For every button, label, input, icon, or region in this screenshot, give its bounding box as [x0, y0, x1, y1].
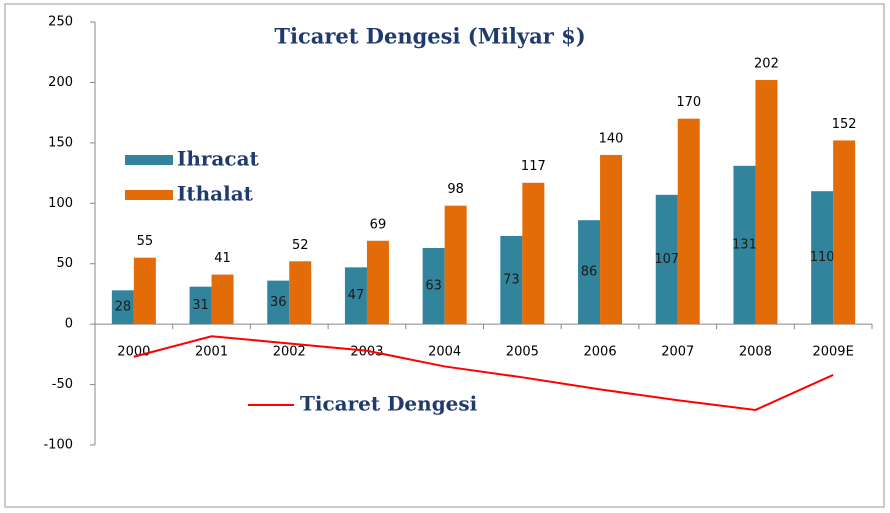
data-label: 52 — [292, 238, 309, 253]
bar — [755, 80, 778, 325]
chart-title: Ticaret Dengesi (Milyar $) — [274, 24, 585, 49]
data-label: 31 — [192, 298, 209, 313]
bar — [344, 267, 367, 325]
bar — [600, 154, 623, 325]
x-tick-label: 2007 — [661, 345, 694, 360]
bar — [189, 286, 212, 325]
legend-label: Ihracat — [177, 147, 260, 171]
y-tick-label: 250 — [48, 15, 73, 30]
data-label: 63 — [425, 279, 442, 294]
data-label: 86 — [581, 265, 598, 280]
legend-swatch — [125, 190, 173, 200]
bar — [133, 257, 156, 325]
bar — [444, 205, 467, 325]
bar — [811, 191, 834, 325]
line — [133, 335, 834, 411]
y-tick-label: 50 — [56, 256, 73, 271]
x-tick-label: 2001 — [195, 345, 228, 360]
bar — [500, 235, 523, 325]
x-tick-label: 2004 — [428, 345, 461, 360]
y-tick-label: 0 — [65, 317, 73, 332]
y-tick-label: 200 — [48, 75, 73, 90]
bar — [733, 165, 756, 325]
bar — [366, 240, 389, 325]
data-label: 69 — [370, 217, 387, 232]
x-tick-label: 2002 — [273, 345, 306, 360]
data-label: 152 — [832, 117, 857, 132]
bar — [833, 140, 856, 325]
legend-swatch — [125, 155, 173, 165]
legend-label: Ticaret Dengesi — [300, 392, 478, 416]
y-tick-label: -50 — [52, 377, 73, 392]
bar — [578, 220, 601, 325]
data-label: 55 — [137, 234, 154, 249]
bar — [677, 118, 700, 325]
data-label: 73 — [503, 273, 520, 288]
data-label: 170 — [676, 95, 701, 110]
bar — [522, 182, 545, 325]
data-label: 107 — [654, 252, 679, 267]
data-label: 41 — [214, 251, 231, 266]
bar — [111, 290, 134, 325]
data-label: 36 — [270, 295, 287, 310]
data-label: 202 — [754, 57, 779, 72]
data-label: 28 — [115, 300, 132, 315]
x-tick-label: 2009E — [812, 345, 853, 360]
bar — [211, 274, 234, 325]
x-tick-label: 2008 — [739, 345, 772, 360]
bar — [422, 248, 445, 325]
data-label: 117 — [521, 159, 546, 174]
legend-label: Ithalat — [177, 182, 254, 206]
data-label: 98 — [447, 182, 464, 197]
bar — [267, 280, 290, 325]
y-tick-label: 150 — [48, 135, 73, 150]
data-label: 110 — [810, 250, 835, 265]
x-tick-label: 2003 — [350, 345, 383, 360]
y-tick-label: -100 — [43, 438, 73, 453]
bar — [289, 261, 312, 325]
x-tick-label: 2006 — [584, 345, 617, 360]
data-label: 140 — [599, 131, 624, 146]
bar — [655, 194, 678, 325]
x-tick-label: 2000 — [117, 345, 150, 360]
y-tick-label: 100 — [48, 196, 73, 211]
data-label: 47 — [348, 288, 365, 303]
x-tick-label: 2005 — [506, 345, 539, 360]
data-label: 131 — [732, 237, 757, 252]
